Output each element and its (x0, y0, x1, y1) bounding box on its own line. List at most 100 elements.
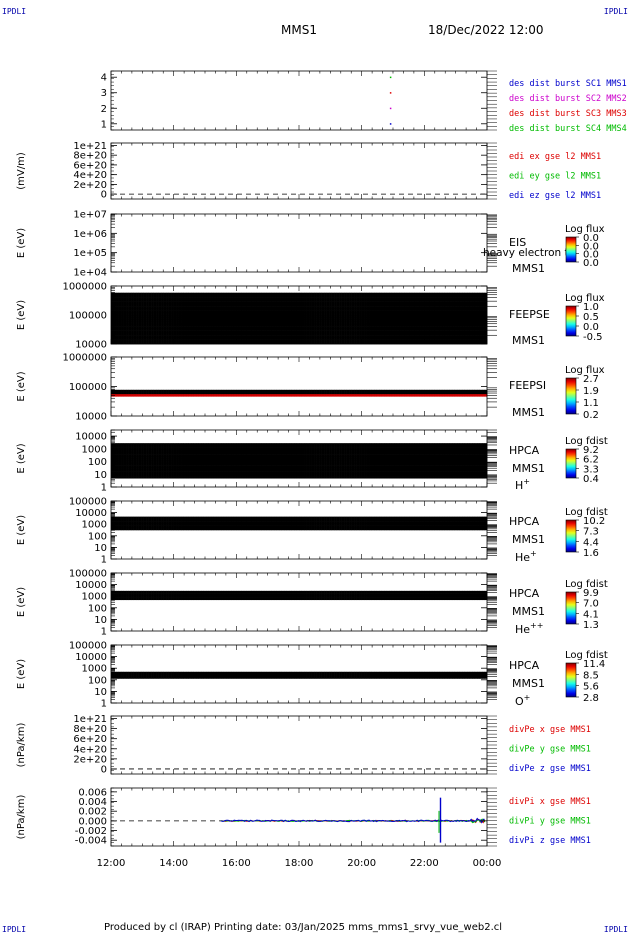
spectrogram-cell (248, 341, 252, 345)
spectrogram-cell (243, 312, 247, 316)
spectrogram-cell (178, 330, 182, 334)
spectrogram-cell (404, 308, 408, 311)
spectrogram-cell (329, 337, 332, 340)
spectrogram-cell (213, 303, 217, 307)
spectrogram-cell (324, 328, 327, 331)
spectrogram-cell (243, 337, 247, 340)
spectrogram-cell (146, 476, 149, 479)
spectrogram-cell (126, 391, 129, 395)
spectrogram-cell (344, 339, 347, 343)
spectrogram-cell (404, 337, 408, 340)
spectrogram-cell (366, 341, 370, 345)
spectrogram-cell (394, 301, 398, 305)
spectrogram-cell (186, 389, 190, 393)
spectrogram-cell (258, 319, 262, 322)
spectrogram-cell (131, 330, 134, 334)
spectrogram-cell (211, 303, 215, 307)
spectrogram-cell (143, 330, 147, 334)
spectrogram-cell (441, 328, 445, 331)
spectrogram-cell (336, 321, 340, 325)
instrument-label: FEEPSE (509, 308, 550, 321)
spectrogram-cell (426, 389, 430, 393)
spectrogram-cell (148, 391, 152, 395)
spectrogram-cell (371, 335, 375, 338)
spectrogram-cell (474, 292, 478, 296)
spectrogram-cell (409, 394, 413, 397)
spectrogram-cell (161, 292, 164, 296)
spectrogram-cell (334, 299, 337, 302)
spectrogram-cell (116, 391, 119, 395)
spectrogram-cell (251, 337, 255, 340)
spectrogram-cell (231, 292, 235, 296)
spectrogram-cell (326, 391, 330, 395)
spectrogram-cell (278, 389, 282, 393)
spectrogram-cell (406, 391, 410, 395)
spectrogram-cell (471, 310, 475, 314)
spectrogram-cell (404, 323, 408, 327)
spectrogram-cell (381, 326, 385, 329)
spectrogram-cell (113, 321, 117, 325)
spectrogram-cell (171, 306, 174, 309)
spectrogram-cell (296, 330, 300, 334)
spectrogram-cell (158, 315, 162, 318)
spectrogram-cell (389, 323, 393, 327)
spectrogram-cell (251, 332, 255, 336)
spectrogram-cell (221, 323, 225, 327)
spectrogram-cell (464, 389, 468, 393)
spectrogram-cell (253, 389, 257, 393)
spectrogram-cell (359, 389, 362, 393)
spectrogram-cell (344, 394, 347, 397)
spectrogram-cell (151, 306, 154, 309)
spectrogram-cell (339, 339, 342, 343)
spectrogram-cell (246, 330, 250, 334)
spectrogram-cell (258, 299, 262, 302)
spectrogram-cell (171, 321, 174, 325)
spectrogram-cell (304, 299, 307, 302)
spectrogram-cell (436, 299, 440, 302)
spectrogram-cell (411, 308, 415, 311)
spectrogram-cell (168, 308, 172, 311)
spectrogram-cell (246, 315, 250, 318)
spectrogram-cell (116, 306, 119, 309)
spectrogram-cell (296, 328, 300, 331)
spectrogram-cell (356, 294, 360, 298)
spectrogram-cell (476, 294, 480, 298)
spectrogram-cell (136, 451, 139, 455)
spectrogram-cell (198, 308, 202, 311)
spectrogram-cell (121, 465, 124, 468)
spectrogram-cell (236, 292, 240, 296)
spectrogram-cell (146, 312, 149, 316)
spectrogram-cell (128, 473, 132, 477)
spectrogram-cell (386, 306, 390, 309)
panel-frame (110, 70, 488, 131)
spectrogram-cell (146, 454, 149, 457)
spectrogram-cell (484, 330, 488, 334)
spectrogram-cell (116, 394, 119, 397)
spectrogram-cell (411, 389, 415, 393)
spectrogram-cell (168, 465, 172, 468)
spectrogram-cell (461, 332, 465, 336)
spectrogram-cell (273, 330, 277, 334)
spectrogram-cell (429, 330, 433, 334)
spectrogram-cell (341, 326, 345, 329)
spectrogram-cell (309, 292, 312, 296)
spectrogram-cell (238, 292, 242, 296)
spectrogram-cell (141, 337, 144, 340)
spectrogram-cell (138, 328, 142, 331)
spectrogram-cell (376, 297, 380, 300)
spectrogram-cell (141, 323, 144, 327)
spectrogram-cell (148, 306, 152, 309)
spectrogram-cell (431, 332, 435, 336)
spectrogram-cell (296, 317, 300, 320)
spectrogram-cell (256, 339, 260, 343)
spectrogram-cell (344, 310, 347, 314)
spectrogram-cell (241, 292, 245, 296)
spectrogram-cell (203, 294, 207, 298)
spectrogram-cell (424, 389, 428, 393)
spectrogram-cell (186, 303, 190, 307)
spectrogram-cell (471, 328, 475, 331)
spectrogram-cell (126, 454, 129, 457)
spectrogram-cell (374, 312, 378, 316)
spectrogram-cell (283, 310, 287, 314)
spectrogram-cell (248, 303, 252, 307)
